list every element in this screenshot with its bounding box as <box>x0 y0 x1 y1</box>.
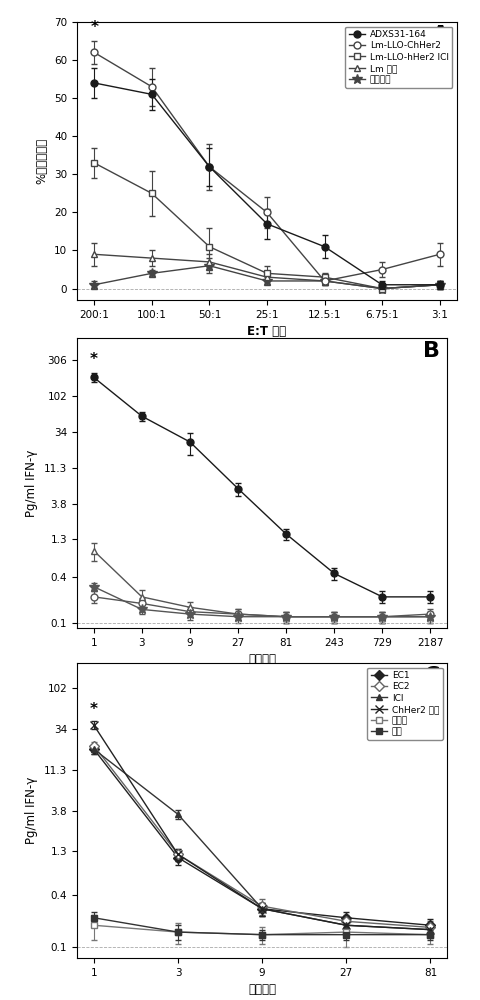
Text: B: B <box>422 341 439 361</box>
X-axis label: 稀釋因子: 稀釋因子 <box>248 653 276 666</box>
Text: *: * <box>90 352 97 367</box>
Text: C: C <box>423 666 439 686</box>
Text: A: A <box>431 25 448 45</box>
Legend: ADXS31-164, Lm-LLO-ChHer2, Lm-LLO-hHer2 ICI, Lm 对照, 未暴露的: ADXS31-164, Lm-LLO-ChHer2, Lm-LLO-hHer2 … <box>345 27 452 88</box>
X-axis label: E:T 比率: E:T 比率 <box>247 325 286 338</box>
Text: *: * <box>90 20 98 35</box>
Y-axis label: Pg/ml IFN-γ: Pg/ml IFN-γ <box>25 449 38 517</box>
Legend: EC1, EC2, ICI, ChHer2 蛋白, 对照肽, 无肽: EC1, EC2, ICI, ChHer2 蛋白, 对照肽, 无肽 <box>367 668 442 740</box>
Text: *: * <box>90 702 97 717</box>
X-axis label: 稀釋因子: 稀釋因子 <box>248 983 276 996</box>
Y-axis label: %特异性裂解: %特异性裂解 <box>36 138 48 184</box>
Y-axis label: Pg/ml IFN-γ: Pg/ml IFN-γ <box>25 777 38 844</box>
